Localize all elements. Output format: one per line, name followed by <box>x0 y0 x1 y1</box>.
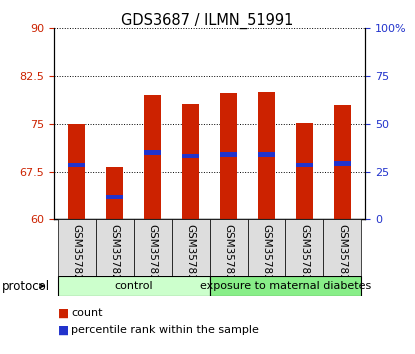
Bar <box>323 219 361 278</box>
Text: GSM357833: GSM357833 <box>261 224 271 287</box>
Bar <box>58 219 96 278</box>
Bar <box>58 276 210 296</box>
Text: count: count <box>71 308 103 318</box>
Bar <box>106 167 123 219</box>
Bar <box>144 150 161 155</box>
Bar <box>334 161 351 166</box>
Text: GSM357834: GSM357834 <box>300 224 310 287</box>
Text: protocol: protocol <box>2 280 50 292</box>
Bar <box>220 93 237 219</box>
Text: GSM357831: GSM357831 <box>186 224 195 287</box>
Bar <box>247 219 286 278</box>
Bar <box>144 95 161 219</box>
Bar <box>172 219 210 278</box>
Text: GSM357829: GSM357829 <box>110 224 120 287</box>
Text: ■: ■ <box>58 307 69 320</box>
Bar <box>182 103 199 219</box>
Text: ■: ■ <box>58 324 69 336</box>
Bar <box>134 219 172 278</box>
Bar <box>106 195 123 199</box>
Bar <box>210 276 361 296</box>
Bar <box>68 163 85 167</box>
Bar <box>220 152 237 156</box>
Bar <box>258 92 275 219</box>
Bar <box>96 219 134 278</box>
Text: GSM357830: GSM357830 <box>148 224 158 287</box>
Text: GSM357835: GSM357835 <box>337 224 347 287</box>
Text: exposure to maternal diabetes: exposure to maternal diabetes <box>200 281 371 291</box>
Bar <box>182 154 199 158</box>
Bar <box>68 124 85 219</box>
Bar <box>334 105 351 219</box>
Bar <box>296 122 313 219</box>
Text: percentile rank within the sample: percentile rank within the sample <box>71 325 259 335</box>
Bar <box>296 163 313 167</box>
Bar <box>210 219 247 278</box>
Text: GDS3687 / ILMN_51991: GDS3687 / ILMN_51991 <box>121 12 294 29</box>
Text: control: control <box>115 281 153 291</box>
Text: GSM357832: GSM357832 <box>224 224 234 287</box>
Text: GSM357828: GSM357828 <box>72 224 82 287</box>
Bar <box>286 219 323 278</box>
Bar <box>258 152 275 156</box>
